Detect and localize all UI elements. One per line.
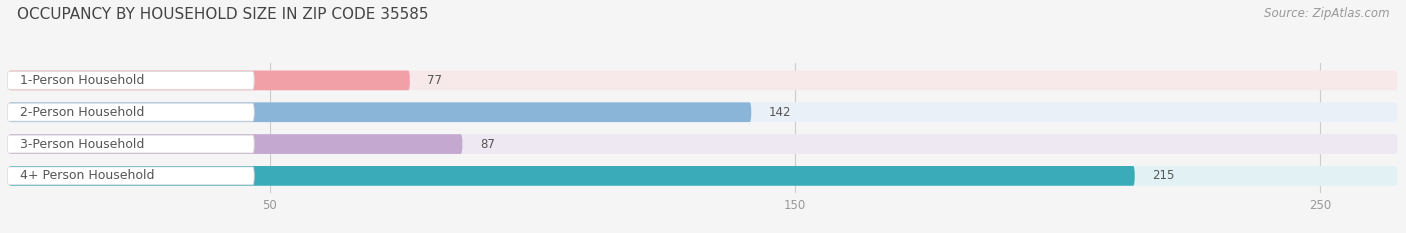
Text: 3-Person Household: 3-Person Household	[20, 137, 145, 151]
FancyBboxPatch shape	[8, 166, 1135, 186]
FancyBboxPatch shape	[8, 102, 1398, 122]
FancyBboxPatch shape	[7, 167, 254, 185]
FancyBboxPatch shape	[7, 103, 254, 121]
Text: OCCUPANCY BY HOUSEHOLD SIZE IN ZIP CODE 35585: OCCUPANCY BY HOUSEHOLD SIZE IN ZIP CODE …	[17, 7, 429, 22]
FancyBboxPatch shape	[8, 102, 751, 122]
Text: 2-Person Household: 2-Person Household	[20, 106, 145, 119]
Text: 77: 77	[427, 74, 443, 87]
Text: 142: 142	[769, 106, 792, 119]
FancyBboxPatch shape	[8, 134, 463, 154]
Text: 215: 215	[1152, 169, 1174, 182]
Text: 4+ Person Household: 4+ Person Household	[20, 169, 155, 182]
FancyBboxPatch shape	[7, 135, 254, 153]
FancyBboxPatch shape	[8, 71, 1398, 90]
FancyBboxPatch shape	[8, 166, 1398, 186]
FancyBboxPatch shape	[7, 72, 254, 89]
Text: Source: ZipAtlas.com: Source: ZipAtlas.com	[1264, 7, 1389, 20]
Text: 87: 87	[479, 137, 495, 151]
Text: 1-Person Household: 1-Person Household	[20, 74, 145, 87]
FancyBboxPatch shape	[8, 134, 1398, 154]
FancyBboxPatch shape	[8, 71, 411, 90]
